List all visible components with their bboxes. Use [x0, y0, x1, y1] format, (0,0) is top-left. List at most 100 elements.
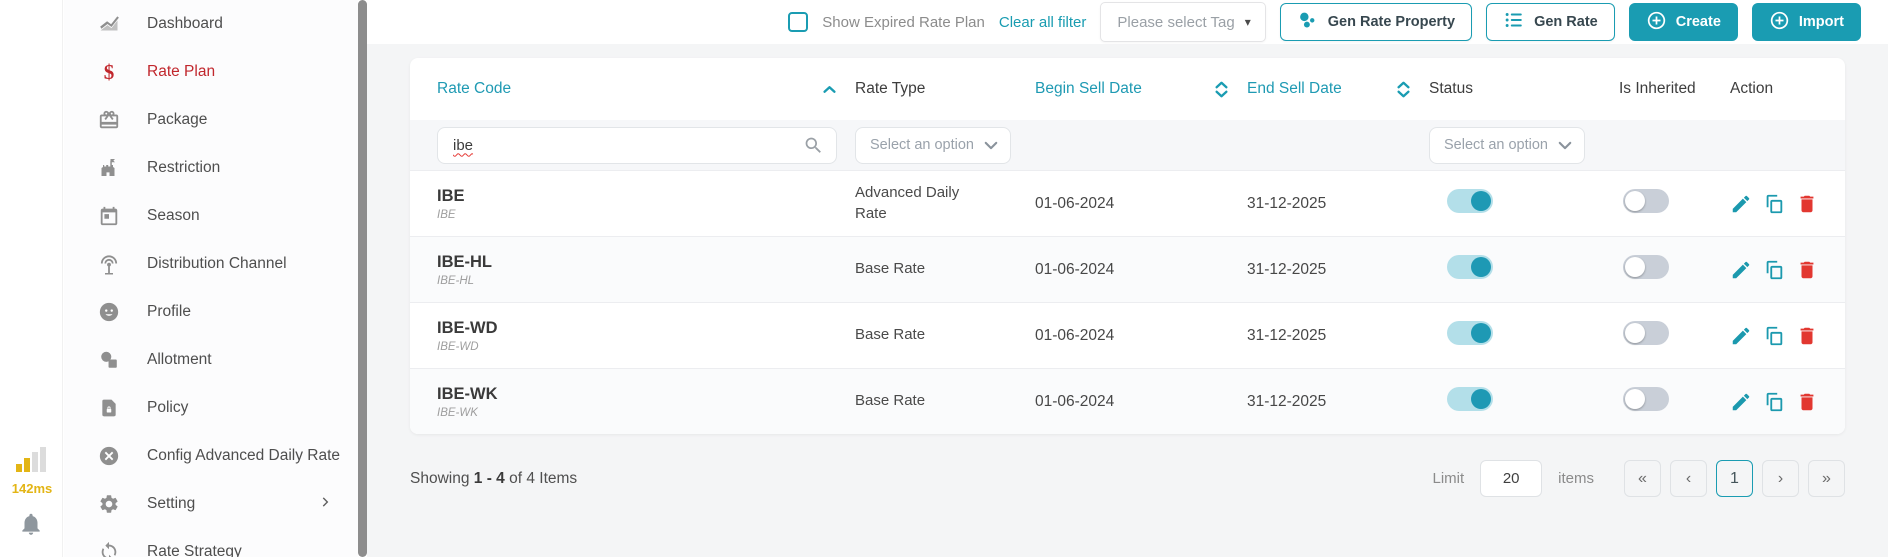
- gear-icon: [97, 492, 121, 516]
- signal-bars-icon: [15, 447, 49, 477]
- tag-select-dropdown[interactable]: Please select Tag ▾: [1100, 2, 1266, 42]
- sidebar-scrollbar[interactable]: [358, 0, 367, 557]
- chevron-right-icon: [318, 495, 332, 514]
- sidebar-item-season[interactable]: Season: [64, 192, 358, 240]
- sidebar-item-label: Rate Plan: [147, 63, 216, 80]
- sidebar-item-package[interactable]: Package: [64, 96, 358, 144]
- column-header-rate-type[interactable]: Rate Type: [855, 80, 1035, 98]
- caret-down-icon: ▾: [1244, 15, 1251, 29]
- copy-button[interactable]: [1763, 259, 1785, 281]
- status-toggle[interactable]: [1447, 255, 1493, 279]
- status-select[interactable]: Select an option: [1429, 126, 1585, 164]
- shapes-icon: [97, 348, 121, 372]
- showing-suffix: of 4 Items: [509, 469, 578, 487]
- column-header-end-sell-date[interactable]: End Sell Date: [1247, 80, 1429, 98]
- status-toggle[interactable]: [1447, 321, 1493, 345]
- rate-sub-code: IBE-WK: [437, 406, 478, 419]
- sidebar-item-setting[interactable]: Setting: [64, 480, 358, 528]
- edit-button[interactable]: [1730, 259, 1752, 281]
- toggle-knob: [1471, 257, 1491, 277]
- inherited-toggle[interactable]: [1623, 189, 1669, 213]
- search-value: ibe: [453, 136, 474, 154]
- sidebar-item-label: Package: [147, 111, 208, 128]
- column-label: Is Inherited: [1619, 80, 1696, 97]
- import-label: Import: [1798, 14, 1844, 30]
- sidebar-item-rate-strategy[interactable]: Rate Strategy: [64, 528, 358, 557]
- gen-rate-label: Gen Rate: [1534, 14, 1598, 30]
- book-lock-icon: [97, 396, 121, 420]
- table-row: IBE IBE Advanced Daily Rate 01-06-2024 3…: [410, 170, 1845, 236]
- notifications-bell-button[interactable]: [18, 511, 46, 539]
- limit-input[interactable]: [1480, 460, 1543, 497]
- end-sell-date-value: 31-12-2025: [1247, 326, 1327, 344]
- edit-button[interactable]: [1730, 325, 1752, 347]
- sort-both-icon[interactable]: [1396, 81, 1411, 98]
- gen-rate-property-button[interactable]: Gen Rate Property: [1279, 3, 1473, 41]
- rate-code-value: IBE-WK: [437, 384, 498, 403]
- items-label: items: [1558, 470, 1594, 487]
- import-button[interactable]: Import: [1751, 3, 1861, 41]
- status-toggle[interactable]: [1447, 387, 1493, 411]
- sidebar-item-dashboard[interactable]: Dashboard: [64, 0, 358, 48]
- sidebar-item-distribution-channel[interactable]: Distribution Channel: [64, 240, 358, 288]
- inherited-toggle[interactable]: [1623, 387, 1669, 411]
- rate-sub-code: IBE-WD: [437, 340, 479, 353]
- limit-label: Limit: [1432, 470, 1465, 487]
- rate-type-value: Advanced Daily Rate: [855, 184, 960, 222]
- begin-sell-date-value: 01-06-2024: [1035, 194, 1115, 212]
- sidebar-item-allotment[interactable]: Allotment: [64, 336, 358, 384]
- column-header-rate-code[interactable]: Rate Code: [410, 80, 855, 98]
- showing-range: 1 - 4: [473, 469, 505, 487]
- plus-circle-icon: [1769, 10, 1790, 35]
- network-latency-indicator: 142ms: [6, 447, 58, 496]
- gen-rate-button[interactable]: Gen Rate: [1486, 3, 1615, 41]
- prev-page-button[interactable]: ‹: [1670, 460, 1707, 497]
- status-toggle[interactable]: [1447, 189, 1493, 213]
- rate-code-search-input[interactable]: ibe: [437, 126, 837, 164]
- clear-all-filter-link[interactable]: Clear all filter: [998, 13, 1087, 31]
- end-sell-date-value: 31-12-2025: [1247, 260, 1327, 278]
- delete-button[interactable]: [1796, 259, 1818, 281]
- toggle-knob: [1625, 257, 1645, 277]
- sidebar-item-label: Dashboard: [147, 15, 223, 32]
- delete-button[interactable]: [1796, 325, 1818, 347]
- delete-button[interactable]: [1796, 391, 1818, 413]
- column-label: Action: [1730, 80, 1774, 97]
- column-label: Rate Type: [855, 80, 926, 97]
- column-header-action: Action: [1730, 80, 1845, 98]
- show-expired-checkbox[interactable]: [788, 12, 809, 32]
- edit-button[interactable]: [1730, 193, 1752, 215]
- begin-sell-date-value: 01-06-2024: [1035, 260, 1115, 278]
- rate-type-select[interactable]: Select an option: [855, 126, 1011, 164]
- sidebar-item-restriction[interactable]: Restriction: [64, 144, 358, 192]
- column-header-status: Status: [1429, 80, 1619, 98]
- copy-button[interactable]: [1763, 391, 1785, 413]
- sort-asc-icon[interactable]: [822, 85, 837, 94]
- copy-button[interactable]: [1763, 325, 1785, 347]
- copy-button[interactable]: [1763, 193, 1785, 215]
- gift-icon: [97, 108, 121, 132]
- sidebar-item-rate-plan[interactable]: $ Rate Plan: [64, 48, 358, 96]
- column-header-begin-sell-date[interactable]: Begin Sell Date: [1035, 80, 1247, 98]
- rate-code-value: IBE: [437, 186, 465, 205]
- current-page-button[interactable]: 1: [1716, 460, 1753, 497]
- chevron-down-icon: [984, 141, 998, 150]
- calendar-icon: [97, 204, 121, 228]
- edit-button[interactable]: [1730, 391, 1752, 413]
- next-page-button[interactable]: ›: [1762, 460, 1799, 497]
- inherited-toggle[interactable]: [1623, 255, 1669, 279]
- column-label: Status: [1429, 80, 1473, 97]
- sidebar-item-policy[interactable]: Policy: [64, 384, 358, 432]
- rate-plan-table: Rate Code Rate Type Begin Sell Date: [410, 58, 1845, 434]
- last-page-button[interactable]: »: [1808, 460, 1845, 497]
- delete-button[interactable]: [1796, 193, 1818, 215]
- create-button[interactable]: Create: [1628, 3, 1738, 41]
- first-page-button[interactable]: «: [1624, 460, 1661, 497]
- sidebar-item-profile[interactable]: Profile: [64, 288, 358, 336]
- inherited-toggle[interactable]: [1623, 321, 1669, 345]
- sidebar-item-config-advanced-daily-rate[interactable]: Config Advanced Daily Rate: [64, 432, 358, 480]
- begin-sell-date-value: 01-06-2024: [1035, 326, 1115, 344]
- sort-both-icon[interactable]: [1214, 81, 1229, 98]
- end-sell-date-value: 31-12-2025: [1247, 392, 1327, 410]
- toggle-knob: [1471, 191, 1491, 211]
